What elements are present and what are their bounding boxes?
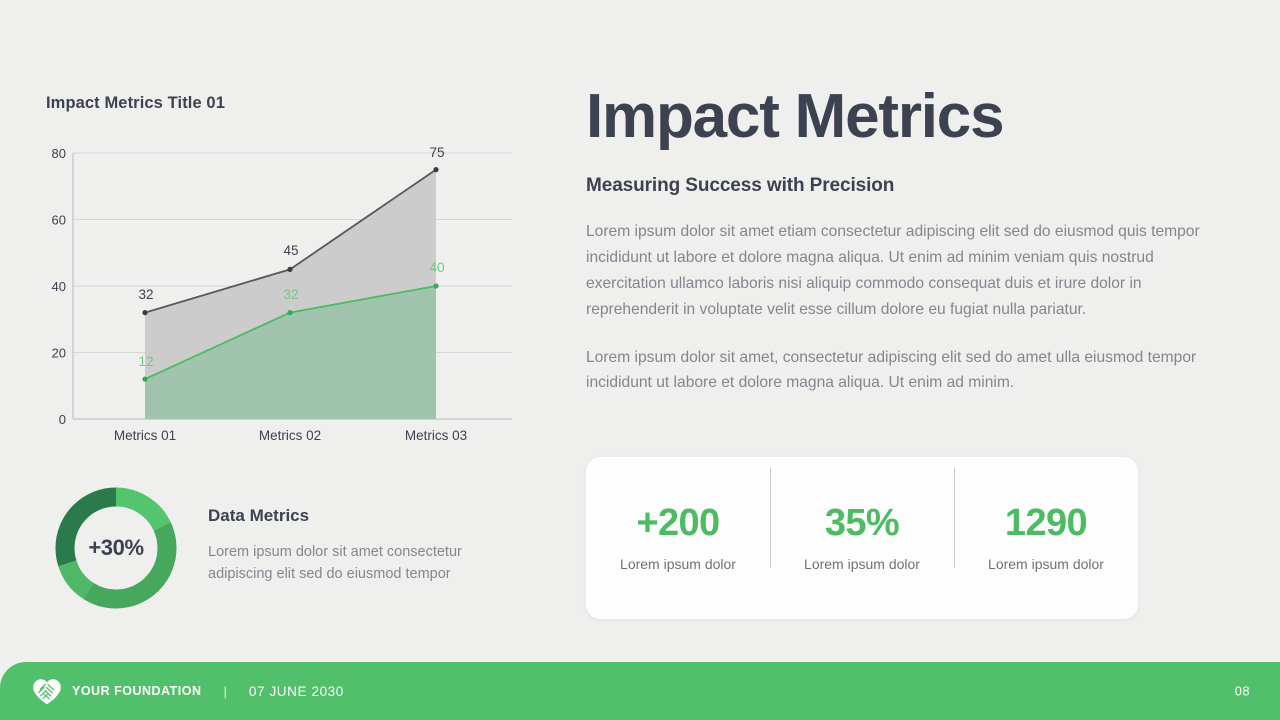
- body-paragraph-2: Lorem ipsum dolor sit amet, consectetur …: [586, 348, 1197, 392]
- donut-center-label: +30%: [88, 535, 144, 560]
- donut-heading: Data Metrics: [208, 506, 310, 525]
- footer-separator: |: [223, 683, 227, 699]
- stat-item-2: 35% Lorem ipsum dolor: [770, 468, 954, 576]
- series-2-markers: [142, 283, 439, 382]
- donut-metric-block: +30% Data Metrics Lorem ipsum dolor sit …: [46, 478, 526, 618]
- stat-value-2: 35%: [824, 502, 900, 545]
- donut-description: Lorem ipsum dolor sit amet consectetur a…: [208, 544, 462, 583]
- body-paragraph-1: Lorem ipsum dolor sit amet etiam consect…: [586, 223, 1200, 318]
- y-tick-20: 20: [52, 346, 66, 361]
- y-tick-60: 60: [52, 213, 66, 228]
- content-panel: Impact Metrics Measuring Success with Pr…: [586, 84, 1236, 396]
- series-2-label-1: 32: [283, 287, 298, 302]
- series-1-label-1: 45: [283, 243, 298, 258]
- stat-value-1: +200: [636, 502, 720, 545]
- stat-item-1: +200 Lorem ipsum dolor: [586, 500, 770, 576]
- donut-segment-medium: [55, 487, 177, 609]
- stats-card: +200 Lorem ipsum dolor 35% Lorem ipsum d…: [586, 457, 1138, 619]
- donut-chart-svg: [55, 487, 177, 609]
- stat-label-1: Lorem ipsum dolor: [620, 555, 736, 572]
- x-tick-1: Metrics 02: [259, 428, 321, 441]
- footer-brand-group: YOUR FOUNDATION | 07 JUNE 2030: [32, 678, 344, 705]
- donut-text-block: Data Metrics Lorem ipsum dolor sit amet …: [208, 478, 526, 585]
- chart-y-ticks: 80 60 40 20 0: [52, 146, 66, 427]
- footer-date: 07 JUNE 2030: [248, 683, 344, 699]
- series-1-label-2: 75: [429, 145, 444, 160]
- stat-item-3: 1290 Lorem ipsum dolor: [954, 468, 1138, 576]
- y-tick-40: 40: [52, 279, 66, 294]
- series-1-label-0: 32: [138, 287, 153, 302]
- page-number: 08: [1234, 683, 1250, 699]
- x-tick-0: Metrics 01: [114, 428, 176, 441]
- series-2-area: [145, 286, 436, 419]
- y-tick-0: 0: [59, 412, 66, 427]
- series-2-label-2: 40: [429, 260, 444, 275]
- series-1-markers: [142, 167, 439, 316]
- chart-panel-title: Impact Metrics Title 01: [46, 94, 225, 112]
- donut-segment-dark: [55, 487, 177, 609]
- stat-value-3: 1290: [1004, 502, 1088, 545]
- y-tick-80: 80: [52, 146, 66, 161]
- series-2-data-labels: 12 32 40: [138, 260, 444, 369]
- heart-handshake-icon: [33, 678, 61, 704]
- series-1-data-labels: 32 45 75: [138, 145, 444, 302]
- area-chart-svg: 80 60 40 20 0: [52, 145, 512, 441]
- chart-x-ticks: Metrics 01 Metrics 02 Metrics 03: [114, 428, 467, 441]
- stat-label-2: Lorem ipsum dolor: [804, 555, 920, 572]
- footer-bar: YOUR FOUNDATION | 07 JUNE 2030 08: [0, 662, 1280, 720]
- page-title: Impact Metrics: [586, 82, 1005, 151]
- x-tick-2: Metrics 03: [405, 428, 467, 441]
- area-chart: 80 60 40 20 0: [46, 141, 526, 441]
- series-2-label-0: 12: [138, 354, 153, 369]
- page-subtitle: Measuring Success with Precision: [586, 175, 895, 197]
- chart-panel: Impact Metrics Title 01 80 60 40: [46, 94, 526, 441]
- footer-brand-name: YOUR FOUNDATION: [72, 684, 202, 698]
- stat-label-3: Lorem ipsum dolor: [988, 555, 1104, 572]
- donut-chart: +30%: [46, 478, 186, 618]
